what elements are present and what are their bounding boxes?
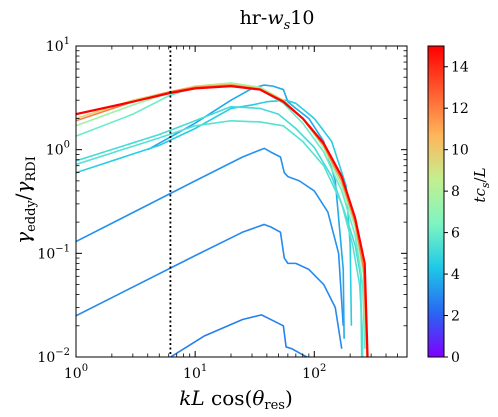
series-line-8 (76, 83, 366, 349)
colorbar-tick-label-2: 2 (451, 309, 460, 325)
colorbar (427, 45, 445, 358)
y-tick-label-1: 10−2 (37, 347, 70, 366)
y-tick-label-3: 100 (46, 140, 70, 159)
y-axis-label: γeddy/γRDI (11, 156, 39, 244)
x-axis-label: kL cos(θres) (179, 386, 293, 413)
x-tick-label-2: 101 (183, 363, 207, 382)
series-line-6 (76, 105, 363, 357)
colorbar-tick-label-1: 0 (451, 350, 460, 366)
series-line-3 (76, 147, 345, 326)
y-tick-label-4: 101 (46, 36, 70, 55)
series-line-1 (169, 314, 309, 357)
colorbar-label: tcs/L (471, 167, 492, 202)
x-tick-label-1: 100 (64, 363, 88, 382)
colorbar-tick-label-7: 12 (451, 101, 469, 117)
series-line-11 (76, 84, 368, 357)
series-line-5 (76, 99, 353, 326)
series-line-12 (76, 85, 369, 357)
series-line-4 (147, 84, 345, 339)
ticks-layer: 100 101 102 10−2 10−1 100 101 (37, 36, 408, 382)
colorbar-ticks: 0 2 4 6 8 10 12 14 (444, 60, 469, 366)
colorbar-tick-label-4: 6 (451, 226, 460, 242)
series-line-2 (76, 223, 343, 349)
plot-frame (75, 45, 408, 358)
x-tick-label-3: 102 (302, 363, 326, 382)
colorbar-tick-label-8: 14 (451, 60, 469, 76)
colorbar-tick-label-3: 4 (451, 267, 460, 283)
y-tick-label-2: 10−1 (37, 243, 70, 262)
colorbar-tick-label-5: 8 (451, 184, 460, 200)
series-layer (76, 82, 369, 357)
colorbar-tick-label-6: 10 (451, 143, 469, 159)
series-line-7 (76, 119, 364, 357)
series-line-10 (76, 83, 368, 357)
chart-title: hr-ws10 (240, 7, 315, 33)
